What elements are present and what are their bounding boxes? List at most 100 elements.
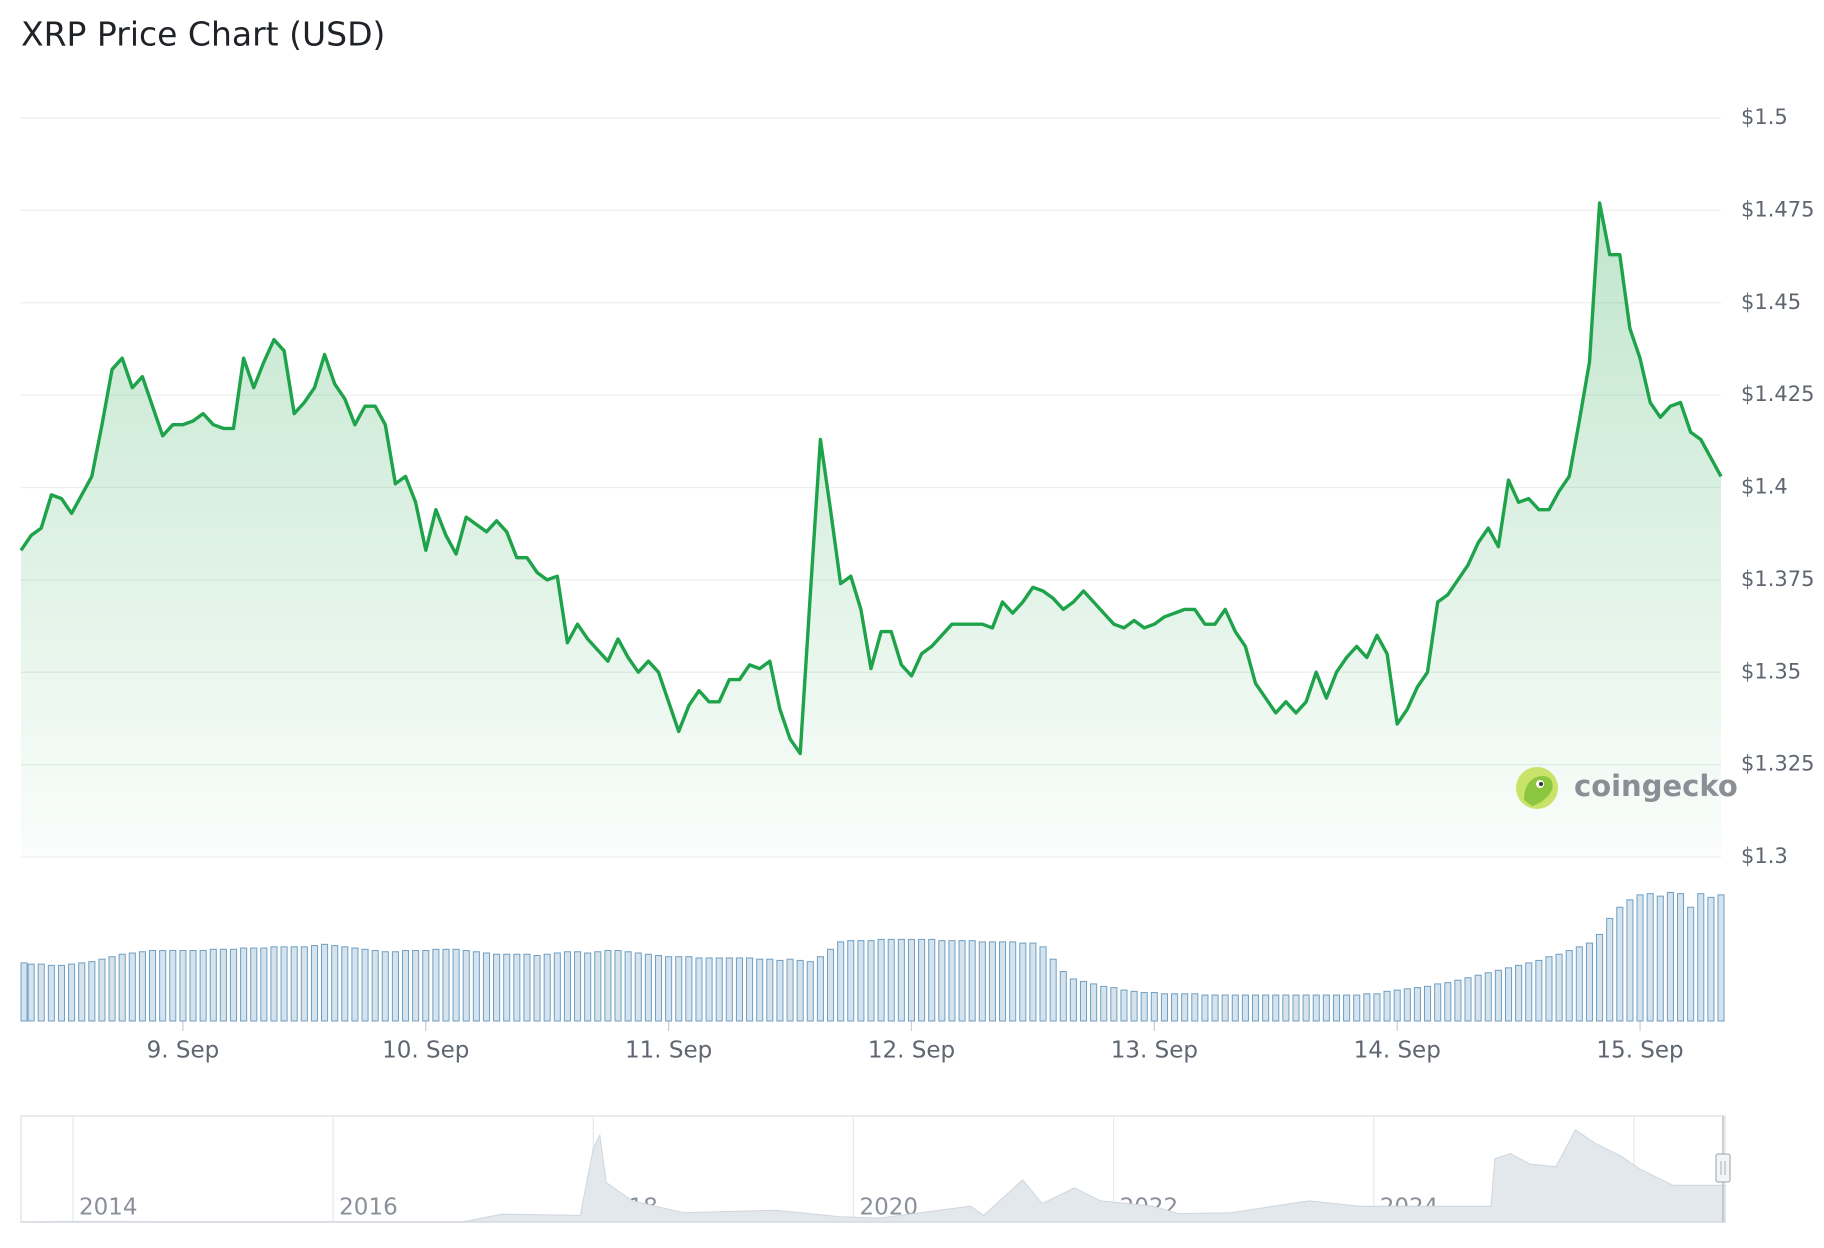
volume-bar (1373, 993, 1381, 1022)
volume-bar (290, 946, 298, 1022)
volume-bar (482, 952, 491, 1022)
volume-bar (1434, 983, 1442, 1022)
volume-bar (68, 963, 76, 1022)
volume-bar (1110, 987, 1118, 1022)
volume-bar (199, 950, 207, 1022)
volume-bar (1211, 994, 1219, 1022)
volume-bar (1413, 987, 1421, 1022)
volume-bar (958, 940, 966, 1022)
volume-bar (371, 950, 379, 1022)
volume-bar (665, 956, 673, 1022)
volume-bar (270, 946, 278, 1022)
volume-bar (1292, 994, 1300, 1022)
volume-bar (776, 959, 784, 1022)
volume-bar (1646, 893, 1654, 1022)
volume-bar (1717, 894, 1725, 1022)
volume-bar (1697, 893, 1705, 1022)
volume-bar (1160, 993, 1168, 1022)
volume-bar (341, 946, 349, 1022)
volume-bar (533, 954, 541, 1022)
volume-bar (401, 950, 410, 1022)
volume-bar (138, 951, 146, 1022)
y-tick-label: $1.475 (1741, 197, 1814, 221)
y-tick-label: $1.425 (1741, 382, 1814, 406)
volume-bar (240, 947, 248, 1022)
volume-bar (1656, 895, 1664, 1022)
volume-bar (877, 938, 885, 1022)
navigator-area (20, 1129, 1726, 1223)
watermark-text: coingecko (1574, 769, 1738, 803)
volume-bar (715, 957, 723, 1022)
volume-bar (260, 947, 268, 1022)
volume-bar (1575, 946, 1583, 1022)
volume-bar (179, 950, 187, 1022)
volume-bar (826, 948, 835, 1022)
volume-bar (756, 958, 764, 1022)
volume-bar (644, 953, 652, 1022)
volume-bar (624, 951, 632, 1022)
volume-bar (887, 938, 895, 1022)
volume-bar (553, 952, 561, 1022)
volume-bar (574, 951, 582, 1022)
volume-bar (1029, 942, 1037, 1022)
watermark: coingecko (1516, 767, 1738, 809)
volume-bar (1019, 942, 1027, 1022)
volume-bar (1585, 942, 1593, 1022)
volume-bar (1393, 989, 1401, 1022)
volume-bar (432, 948, 440, 1022)
volume-bar (1322, 994, 1330, 1022)
volume-bar (1140, 992, 1148, 1022)
volume-bar (1090, 983, 1098, 1022)
volume-bar (452, 948, 460, 1022)
volume-bar (918, 938, 926, 1022)
volume-bar (1130, 990, 1138, 1022)
volume-bar (897, 938, 905, 1022)
volume-bar (229, 948, 238, 1022)
y-tick-label: $1.4 (1741, 475, 1788, 499)
volume-bar (219, 948, 227, 1022)
volume-bar (250, 947, 258, 1022)
volume-bar (391, 951, 399, 1022)
volume-bar (1201, 994, 1209, 1022)
x-tick-label: 14. Sep (1354, 1038, 1441, 1064)
volume-bar (907, 938, 916, 1022)
volume-bar (806, 961, 814, 1022)
volume-bar (503, 953, 511, 1022)
volume-bar (1231, 994, 1239, 1022)
volume-bar (1049, 958, 1057, 1022)
volume-bar (462, 950, 470, 1022)
volume-bar (1191, 993, 1199, 1022)
watermark-logo-body (1524, 776, 1553, 806)
x-tick-label: 12. Sep (868, 1038, 955, 1064)
volume-bar (1120, 989, 1128, 1022)
volume-bar (1494, 969, 1502, 1022)
price-line (19, 201, 1723, 756)
volume-bar (867, 940, 875, 1022)
volume-bar (988, 941, 996, 1022)
volume-bar (1100, 985, 1108, 1022)
volume-bar (1545, 956, 1553, 1022)
volume-bar (189, 950, 197, 1022)
volume-bar (493, 953, 501, 1022)
volume-bar (1707, 896, 1715, 1022)
volume-bar (1676, 893, 1685, 1022)
volume-bar (361, 948, 369, 1022)
volume-bar (108, 956, 116, 1022)
volume-bar (816, 956, 824, 1022)
volume-bar (1251, 994, 1260, 1022)
volume-bar (20, 962, 28, 1022)
volume-bar (88, 961, 96, 1022)
volume-bar (27, 963, 35, 1022)
navigator-tick-label: 2014 (79, 1195, 138, 1221)
volume-bar (37, 963, 45, 1022)
volume-bar (1444, 982, 1452, 1022)
x-tick-label: 15. Sep (1596, 1038, 1683, 1064)
volume-bar (837, 941, 845, 1022)
volume-bar (705, 957, 713, 1022)
volume-bar (543, 953, 551, 1022)
volume-bar (78, 962, 86, 1022)
volume-bar (999, 941, 1007, 1022)
volume-bar (654, 954, 663, 1022)
